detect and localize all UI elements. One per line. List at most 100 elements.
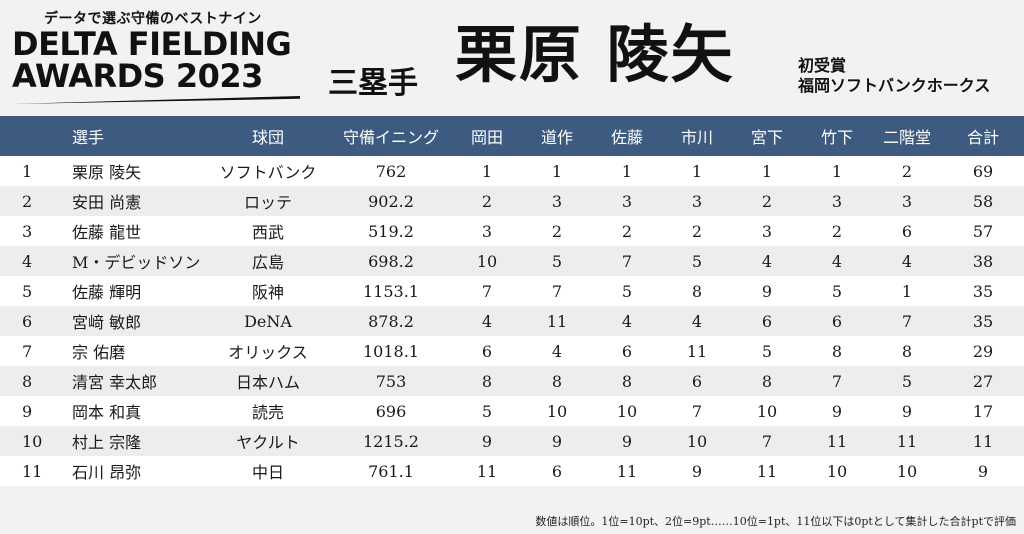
table-cell: 4 — [551, 341, 563, 361]
table-cell: 石川 昂弥 — [72, 463, 142, 482]
table-cell: 7 — [481, 281, 493, 301]
table-cell: 6 — [831, 311, 843, 331]
table-cell: 2 — [481, 191, 493, 211]
table-cell: 1 — [761, 161, 773, 181]
table-cell: 5 — [551, 251, 563, 271]
table-row: 2 安田 尚憲 ロッテ 902.2 2 3 3 3 2 3 3 58 — [0, 186, 1024, 216]
table-row: 3 佐藤 龍世 西武 519.2 3 2 2 2 3 2 6 57 — [0, 216, 1024, 246]
table-cell: 8 — [901, 341, 913, 361]
table-cell: 3 — [481, 221, 493, 241]
table-cell: 902.2 — [368, 191, 414, 211]
table-cell: 9 — [621, 431, 633, 451]
winner-team: 福岡ソフトバンクホークス — [798, 76, 991, 95]
table-cell: 2 — [22, 191, 33, 211]
table-cell: 8 — [481, 371, 493, 391]
table-cell: 10 — [546, 401, 568, 421]
table-cell: 698.2 — [368, 251, 414, 271]
table-cell: 1 — [691, 161, 703, 181]
table-cell: 広島 — [251, 253, 284, 272]
table-cell: 6 — [901, 221, 913, 241]
table-cell: 岡本 和真 — [72, 403, 142, 422]
table-cell: 10 — [22, 431, 43, 451]
award-info: 初受賞 福岡ソフトバンクホークス — [798, 56, 990, 96]
table-cell: 10 — [896, 461, 918, 481]
table-cell: 1018.1 — [363, 341, 419, 361]
column-header: 選手 — [72, 128, 105, 147]
table-cell: 5 — [761, 341, 773, 361]
column-header: 守備イニング — [342, 128, 439, 147]
table-cell: 10 — [476, 251, 498, 271]
table-cell: 753 — [375, 371, 407, 391]
column-header: 道作 — [540, 128, 573, 147]
table-cell: 6 — [691, 371, 703, 391]
subtitle: データで選ぶ守備のベストナイン — [44, 11, 262, 27]
table-cell: 栗原 陵矢 — [72, 163, 142, 182]
table-cell: 安田 尚憲 — [72, 193, 142, 212]
table-cell: 7 — [831, 371, 843, 391]
table-cell: 10 — [826, 461, 848, 481]
table-cell: 519.2 — [368, 221, 414, 241]
column-header: 宮下 — [750, 128, 783, 147]
column-header: 佐藤 — [610, 128, 643, 147]
table-cell: 1215.2 — [363, 431, 419, 451]
table-cell: 5 — [22, 281, 33, 301]
table-cell: 6 — [761, 311, 773, 331]
table-cell: 761.1 — [368, 461, 414, 481]
table-cell: 7 — [621, 251, 633, 271]
position-label: 三塁手 — [328, 66, 418, 101]
table-row: 6 宮﨑 敏郎 DeNA 878.2 4 11 4 4 6 6 7 35 — [0, 306, 1024, 336]
table-cell: 2 — [691, 221, 703, 241]
table-cell: 1 — [901, 281, 913, 301]
table-cell: 3 — [621, 191, 633, 211]
ranking-table-wrap: 選手 球団 守備イニング 岡田 道作 佐藤 市川 宮下 竹下 二階堂 合計 1 栗原 陵矢 ソフトバンク… — [0, 116, 1024, 486]
table-cell: 4 — [621, 311, 633, 331]
table-cell: 1153.1 — [363, 281, 419, 301]
table-cell: 1 — [481, 161, 493, 181]
table-cell: 10 — [756, 401, 778, 421]
table-cell: 6 — [621, 341, 633, 361]
table-cell: 11 — [22, 461, 43, 481]
table-cell: 9 — [22, 401, 33, 421]
table-cell: 清宮 幸太郎 — [72, 373, 158, 392]
table-cell: 2 — [761, 191, 773, 211]
table-cell: 7 — [901, 311, 913, 331]
table-cell: 57 — [972, 221, 994, 241]
table-cell: 5 — [621, 281, 633, 301]
table-cell: 8 — [22, 371, 33, 391]
column-header — [0, 116, 68, 156]
table-row: 1 栗原 陵矢 ソフトバンク 762 1 1 1 1 1 1 2 69 — [0, 156, 1024, 186]
table-cell: 読売 — [251, 403, 284, 422]
title-underline — [12, 96, 300, 104]
table-cell: 阪神 — [251, 283, 284, 302]
table-cell: 1 — [22, 161, 33, 181]
table-cell: 762 — [375, 161, 407, 181]
column-header: 市川 — [680, 128, 713, 147]
table-cell: 2 — [551, 221, 563, 241]
table-cell: 8 — [551, 371, 563, 391]
table-cell: 17 — [972, 401, 994, 421]
table-cell: 7 — [551, 281, 563, 301]
table-cell: 8 — [761, 371, 773, 391]
table-cell: 7 — [691, 401, 703, 421]
table-cell: DeNA — [244, 311, 292, 331]
table-cell: 10 — [686, 431, 708, 451]
table-cell: 5 — [901, 371, 913, 391]
table-row: 11 石川 昂弥 中日 761.1 11 6 11 9 11 10 10 9 — [0, 456, 1024, 486]
table-cell: ロッテ — [243, 193, 292, 212]
column-header: 竹下 — [820, 128, 853, 147]
table-cell: 2 — [621, 221, 633, 241]
table-cell: 11 — [826, 431, 848, 451]
winner-name: 栗原 陵矢 — [455, 18, 735, 91]
table-cell: 4 — [831, 251, 843, 271]
table-cell: 3 — [831, 191, 843, 211]
table-cell: 11 — [616, 461, 638, 481]
table-cell: 9 — [977, 461, 989, 481]
table-cell: 佐藤 輝明 — [72, 283, 142, 302]
table-row: 7 宗 佑磨 オリックス 1018.1 6 4 6 11 5 8 8 29 — [0, 336, 1024, 366]
table-cell: 38 — [972, 251, 994, 271]
table-cell: 696 — [375, 401, 407, 421]
table-cell: 4 — [481, 311, 493, 331]
table-cell: 9 — [901, 401, 913, 421]
table-cell: 2 — [831, 221, 843, 241]
table-cell: 佐藤 龍世 — [72, 223, 142, 242]
